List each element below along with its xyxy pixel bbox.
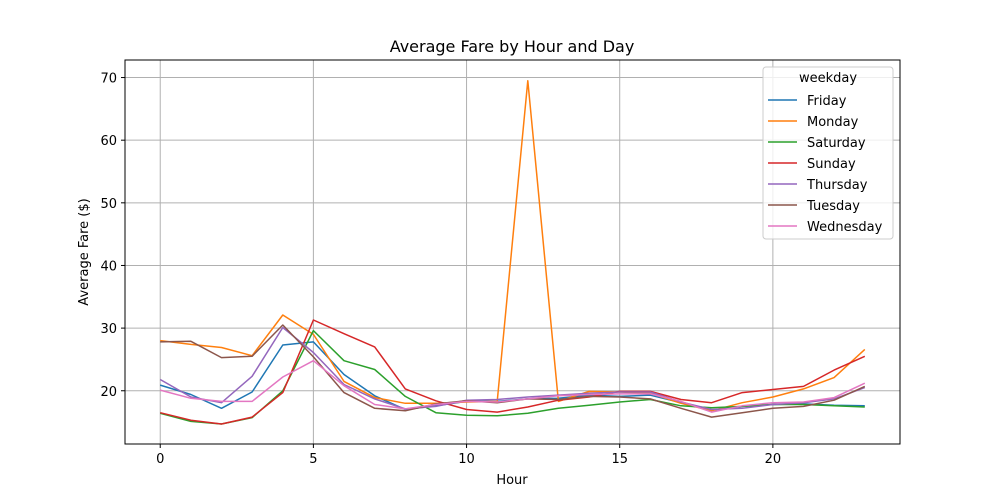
y-tick-label: 60 bbox=[100, 134, 117, 149]
series-line-thursday bbox=[159, 326, 866, 411]
x-tick-label: 20 bbox=[765, 452, 782, 467]
axis-ticks: 0 5 10 15 20 20 30 40 50 60 70 bbox=[100, 72, 781, 467]
series-line-sunday bbox=[160, 319, 866, 425]
legend: weekday Friday Monday Saturday Sunday Thursd… bbox=[762, 66, 894, 240]
series-line-monday bbox=[160, 79, 866, 412]
series-lines bbox=[159, 79, 866, 425]
legend-label-wednesday: Wednesday bbox=[807, 220, 883, 235]
x-axis-title: Hour bbox=[496, 473, 528, 488]
y-tick-label: 20 bbox=[100, 385, 117, 400]
legend-label-tuesday: Tuesday bbox=[806, 199, 860, 214]
x-tick-label: 0 bbox=[156, 452, 164, 467]
legend-label-friday: Friday bbox=[807, 94, 847, 109]
y-tick-label: 40 bbox=[100, 259, 117, 274]
x-tick-label: 5 bbox=[309, 452, 317, 467]
y-axis-title: Average Fare ($) bbox=[77, 198, 92, 305]
chart-title: Average Fare by Hour and Day bbox=[390, 37, 635, 56]
legend-label-sunday: Sunday bbox=[807, 157, 856, 172]
legend-label-monday: Monday bbox=[807, 115, 859, 130]
x-tick-label: 10 bbox=[458, 452, 475, 467]
legend-label-saturday: Saturday bbox=[807, 136, 866, 151]
legend-items: Friday Monday Saturday Sunday Thursday Tuesda… bbox=[768, 94, 883, 235]
y-tick-label: 70 bbox=[100, 72, 117, 87]
x-tick-label: 15 bbox=[611, 452, 628, 467]
y-tick-label: 50 bbox=[100, 197, 117, 212]
legend-box bbox=[762, 66, 894, 240]
series-line-saturday bbox=[160, 329, 865, 425]
legend-label-thursday: Thursday bbox=[806, 178, 868, 193]
series-line-wednesday bbox=[160, 359, 866, 413]
legend-title: weekday bbox=[799, 71, 857, 86]
y-tick-label: 30 bbox=[100, 322, 117, 337]
plot-area-frame bbox=[124, 59, 901, 445]
